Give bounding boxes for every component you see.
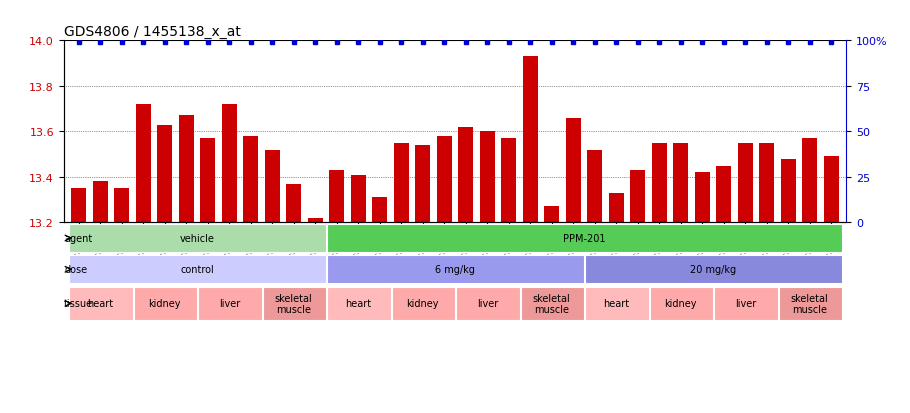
Bar	[824, 157, 839, 223]
FancyBboxPatch shape	[327, 256, 584, 284]
FancyBboxPatch shape	[456, 287, 520, 320]
Text: kidney: kidney	[664, 299, 697, 309]
FancyBboxPatch shape	[198, 287, 261, 320]
Text: liver: liver	[477, 299, 498, 309]
Text: 20 mg/kg: 20 mg/kg	[690, 265, 736, 275]
Text: heart: heart	[87, 299, 114, 309]
Bar	[178, 116, 194, 223]
FancyBboxPatch shape	[263, 287, 326, 320]
Bar	[136, 105, 151, 223]
Bar	[631, 171, 645, 223]
Text: heart: heart	[603, 299, 630, 309]
Bar	[71, 189, 86, 223]
Bar	[437, 137, 451, 223]
Bar	[287, 184, 301, 223]
Bar	[480, 132, 495, 223]
Bar	[652, 143, 667, 223]
Bar	[459, 128, 473, 223]
Bar	[308, 218, 323, 223]
Bar	[115, 189, 129, 223]
FancyBboxPatch shape	[585, 287, 649, 320]
Text: 6 mg/kg: 6 mg/kg	[435, 265, 475, 275]
Text: kidney: kidney	[407, 299, 439, 309]
Bar	[157, 125, 172, 223]
Text: skeletal
muscle: skeletal muscle	[533, 293, 571, 314]
FancyBboxPatch shape	[585, 256, 842, 284]
Bar	[781, 159, 795, 223]
FancyBboxPatch shape	[69, 287, 133, 320]
Text: dose: dose	[64, 265, 87, 275]
Text: control: control	[180, 265, 214, 275]
Text: kidney: kidney	[148, 299, 181, 309]
FancyBboxPatch shape	[69, 224, 326, 252]
Text: agent: agent	[64, 233, 93, 243]
Bar	[716, 166, 732, 223]
Text: skeletal
muscle: skeletal muscle	[791, 293, 829, 314]
Bar	[350, 175, 366, 223]
Bar	[609, 193, 623, 223]
Bar	[803, 139, 817, 223]
FancyBboxPatch shape	[327, 224, 842, 252]
FancyBboxPatch shape	[779, 287, 842, 320]
Bar	[222, 105, 237, 223]
Bar	[522, 57, 538, 223]
Bar	[673, 143, 688, 223]
Bar	[759, 143, 774, 223]
Text: skeletal
muscle: skeletal muscle	[275, 293, 313, 314]
Text: liver: liver	[218, 299, 240, 309]
Text: liver: liver	[734, 299, 756, 309]
Text: GDS4806 / 1455138_x_at: GDS4806 / 1455138_x_at	[64, 25, 240, 39]
Bar	[587, 150, 602, 223]
Bar	[415, 146, 430, 223]
Bar	[200, 139, 216, 223]
Bar	[93, 182, 107, 223]
Bar	[265, 150, 279, 223]
FancyBboxPatch shape	[391, 287, 455, 320]
FancyBboxPatch shape	[714, 287, 777, 320]
Bar	[544, 207, 560, 223]
Text: heart: heart	[345, 299, 371, 309]
Bar	[694, 173, 710, 223]
FancyBboxPatch shape	[134, 287, 197, 320]
Bar	[501, 139, 516, 223]
Text: PPM-201: PPM-201	[562, 233, 605, 243]
FancyBboxPatch shape	[650, 287, 713, 320]
Bar	[738, 143, 753, 223]
FancyBboxPatch shape	[327, 287, 390, 320]
Bar	[372, 198, 388, 223]
Bar	[329, 171, 344, 223]
Text: tissue: tissue	[64, 299, 93, 309]
Bar	[394, 143, 409, 223]
Bar	[566, 119, 581, 223]
Text: vehicle: vehicle	[179, 233, 215, 243]
FancyBboxPatch shape	[69, 256, 326, 284]
Bar	[243, 137, 258, 223]
FancyBboxPatch shape	[521, 287, 584, 320]
